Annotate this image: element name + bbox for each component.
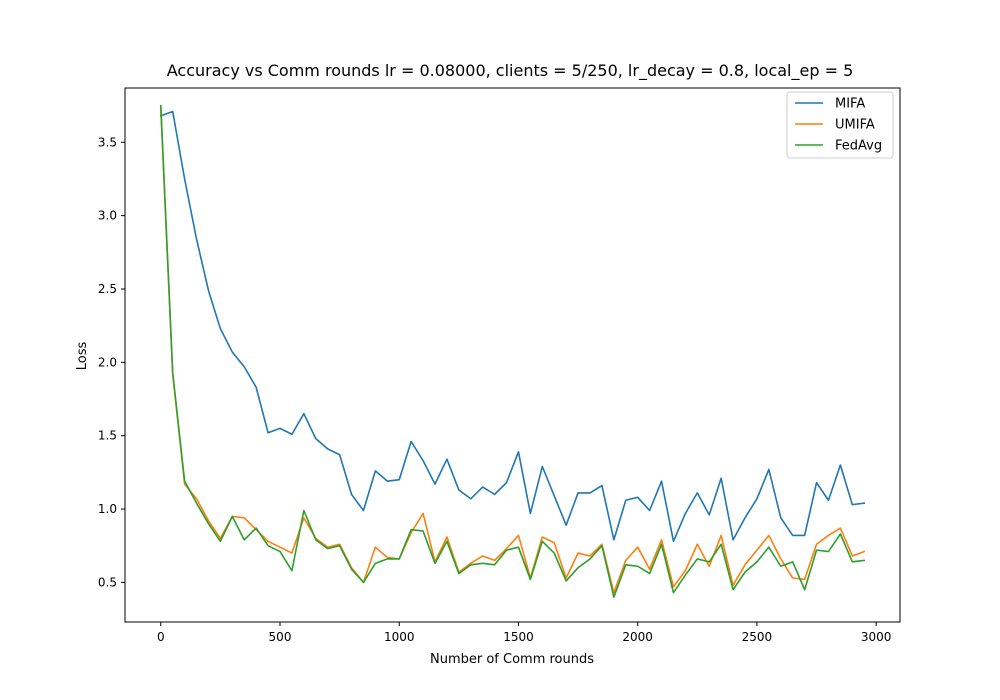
y-tick-label: 1.5 [98,429,117,443]
x-tick-label: 1000 [384,630,415,644]
y-tick-label: 2.0 [98,355,117,369]
legend-box [786,91,894,159]
axes-frame [124,87,901,623]
legend-label-umifa: UMIFA [835,118,875,133]
series-line-mifa [159,110,866,543]
x-axis-label: Number of Comm rounds [430,652,594,667]
y-tick-label: 1.0 [98,502,117,516]
y-tick-label: 3.5 [98,135,117,149]
y-axis-label: Loss [75,342,90,371]
x-tick-label: 3000 [861,630,892,644]
chart-title: Accuracy vs Comm rounds lr = 0.08000, cl… [167,61,854,81]
x-tick-label: 2500 [742,630,773,644]
y-tick-label: 0.5 [98,575,117,589]
legend-label-mifa: MIFA [835,97,865,112]
x-tick-label: 0 [157,630,165,644]
y-tick-label: 2.5 [98,282,117,296]
series-line-fedavg [159,104,866,598]
y-tick-label: 3.0 [98,209,117,223]
x-tick-label: 2000 [622,630,653,644]
legend-label-fedavg: FedAvg [835,139,882,154]
plot-area: 0 500 1000 1500 2000 2500 3000 0.5 1.0 1.5 2.0 2.5 3… [98,87,901,644]
series-line-umifa [159,106,866,594]
x-tick-label: 500 [269,630,292,644]
legend: MIFA UMIFA FedAvg [786,91,894,159]
x-tick-label: 1500 [503,630,534,644]
